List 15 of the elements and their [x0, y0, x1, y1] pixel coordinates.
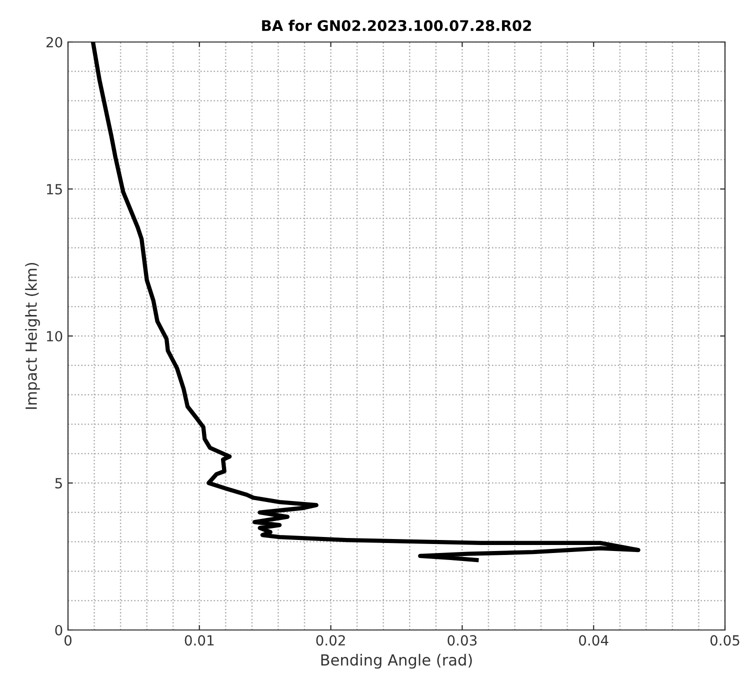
x-tick-label: 0.03 — [448, 635, 477, 646]
x-tick-label: 0 — [64, 635, 72, 646]
y-tick-label: 0 — [55, 624, 62, 636]
chart-title: BA for GN02.2023.100.07.28.R02 — [262, 20, 531, 32]
y-tick-label: 10 — [46, 330, 62, 342]
y-tick-label: 20 — [46, 36, 62, 48]
y-axis-title: Impact Height (km) — [25, 262, 40, 409]
x-tick-label: 0.04 — [579, 635, 608, 646]
x-axis-title: Bending Angle (rad) — [321, 654, 472, 669]
x-tick-label: 0.05 — [710, 635, 740, 646]
line-series — [90, 42, 640, 562]
x-tick-label: 0.01 — [184, 635, 214, 646]
y-tick-label: 5 — [55, 478, 62, 488]
x-tick-label: 0.02 — [316, 635, 345, 646]
y-tick-label: 15 — [46, 184, 62, 194]
